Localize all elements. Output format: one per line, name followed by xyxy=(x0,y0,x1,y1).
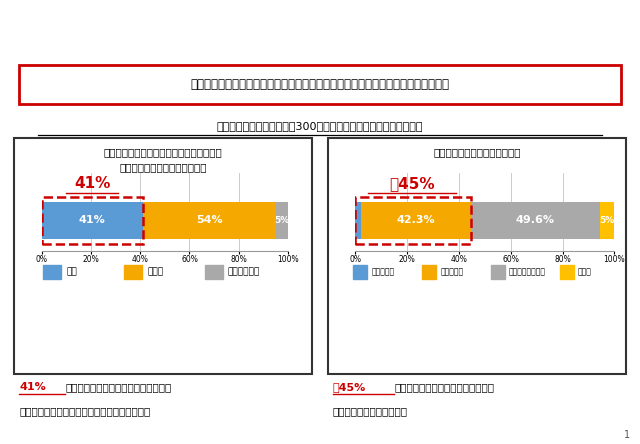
Bar xyxy=(600,202,614,239)
Bar xyxy=(143,202,276,239)
Text: いいえ: いいえ xyxy=(147,267,163,277)
Text: 2.4%: 2.4% xyxy=(348,193,369,202)
Bar xyxy=(42,197,143,244)
Text: その他: その他 xyxy=(578,267,591,277)
Bar xyxy=(560,265,573,279)
Text: 41%: 41% xyxy=(79,215,106,226)
Text: 41%: 41% xyxy=(74,176,110,191)
Text: 調査１－１：ステルスマーケティングは行われているのか。: 調査１－１：ステルスマーケティングは行われているのか。 xyxy=(185,14,455,32)
Bar xyxy=(328,138,626,374)
Bar xyxy=(14,138,312,374)
Text: 現役のインフルエンサー（300名）に対して、アンケートを実施。: 現役のインフルエンサー（300名）に対して、アンケートを実施。 xyxy=(217,121,423,131)
Bar xyxy=(422,265,436,279)
Text: 覚えていない: 覚えていない xyxy=(228,267,260,277)
Text: 全て受けた: 全て受けた xyxy=(371,267,394,277)
Text: 49.6%: 49.6% xyxy=(516,215,555,226)
Bar xyxy=(276,202,288,239)
Bar xyxy=(471,202,600,239)
Text: 54%: 54% xyxy=(196,215,223,226)
Text: 広告主がインフルエンサーにステルスマーケティングを依頼することはあるのか。: 広告主がインフルエンサーにステルスマーケティングを依頼することはあるのか。 xyxy=(191,78,449,91)
Text: 問：ステルスマーケティングを広告主から: 問：ステルスマーケティングを広告主から xyxy=(104,147,223,157)
Bar xyxy=(44,265,61,279)
Bar xyxy=(491,265,505,279)
Text: 5%: 5% xyxy=(600,216,614,225)
Text: 約45%: 約45% xyxy=(333,382,366,392)
Text: のインフルエンサーが、その依頼を: のインフルエンサーが、その依頼を xyxy=(395,382,495,392)
Text: 依頼された経験はありますか。: 依頼された経験はありますか。 xyxy=(120,162,207,172)
Text: 42.3%: 42.3% xyxy=(397,215,436,226)
Text: 全て受けなかった: 全て受けなかった xyxy=(509,267,546,277)
Bar xyxy=(353,265,367,279)
Bar xyxy=(355,202,362,239)
Bar xyxy=(124,265,142,279)
Text: 41%: 41% xyxy=(19,382,46,392)
Text: 受けた経験があると回答。: 受けた経験があると回答。 xyxy=(333,406,408,416)
Bar xyxy=(355,197,471,244)
Text: はい: はい xyxy=(66,267,77,277)
Text: ケティングの依頼を受けた経験があると回答。: ケティングの依頼を受けた経験があると回答。 xyxy=(19,406,150,416)
FancyBboxPatch shape xyxy=(19,64,621,104)
Text: 5%: 5% xyxy=(274,216,289,225)
Text: 1: 1 xyxy=(624,430,630,440)
Text: のインフルエンサーが、ステルスマー: のインフルエンサーが、ステルスマー xyxy=(66,382,172,392)
Bar xyxy=(362,202,471,239)
Text: 一部受けた: 一部受けた xyxy=(440,267,463,277)
Bar xyxy=(205,265,223,279)
Text: 約45%: 約45% xyxy=(389,176,435,191)
Bar xyxy=(42,202,143,239)
Text: 問：その依頼を受けましたか。: 問：その依頼を受けましたか。 xyxy=(433,147,520,157)
